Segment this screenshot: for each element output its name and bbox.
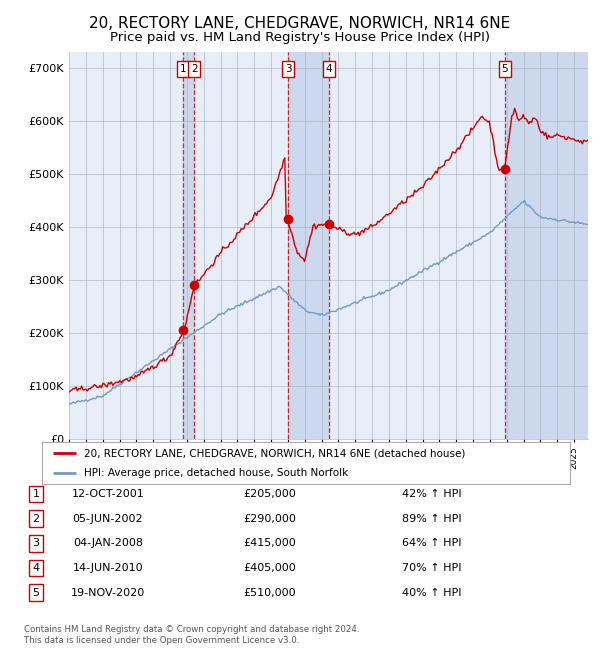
Text: 14-JUN-2010: 14-JUN-2010 — [73, 563, 143, 573]
Text: 20, RECTORY LANE, CHEDGRAVE, NORWICH, NR14 6NE (detached house): 20, RECTORY LANE, CHEDGRAVE, NORWICH, NR… — [84, 448, 466, 458]
Text: 89% ↑ HPI: 89% ↑ HPI — [402, 514, 461, 524]
Bar — [184, 52, 194, 439]
Text: Contains HM Land Registry data © Crown copyright and database right 2024.
This d: Contains HM Land Registry data © Crown c… — [24, 625, 359, 645]
Text: £405,000: £405,000 — [244, 563, 296, 573]
Text: 5: 5 — [32, 588, 40, 598]
Text: 05-JUN-2002: 05-JUN-2002 — [73, 514, 143, 524]
Text: 1: 1 — [180, 64, 187, 74]
Text: 70% ↑ HPI: 70% ↑ HPI — [402, 563, 461, 573]
Text: HPI: Average price, detached house, South Norfolk: HPI: Average price, detached house, Sout… — [84, 468, 349, 478]
Text: 5: 5 — [502, 64, 508, 74]
Text: 20, RECTORY LANE, CHEDGRAVE, NORWICH, NR14 6NE: 20, RECTORY LANE, CHEDGRAVE, NORWICH, NR… — [89, 16, 511, 31]
Text: £290,000: £290,000 — [244, 514, 296, 524]
Text: 4: 4 — [326, 64, 332, 74]
Text: 4: 4 — [32, 563, 40, 573]
Text: 12-OCT-2001: 12-OCT-2001 — [71, 489, 145, 499]
Text: £415,000: £415,000 — [244, 538, 296, 549]
Text: 19-NOV-2020: 19-NOV-2020 — [71, 588, 145, 598]
Bar — [288, 52, 329, 439]
Text: 40% ↑ HPI: 40% ↑ HPI — [402, 588, 461, 598]
Text: 2: 2 — [32, 514, 40, 524]
Text: 04-JAN-2008: 04-JAN-2008 — [73, 538, 143, 549]
Text: £205,000: £205,000 — [244, 489, 296, 499]
Text: 1: 1 — [32, 489, 40, 499]
Text: 2: 2 — [191, 64, 197, 74]
Text: Price paid vs. HM Land Registry's House Price Index (HPI): Price paid vs. HM Land Registry's House … — [110, 31, 490, 44]
Text: 64% ↑ HPI: 64% ↑ HPI — [402, 538, 461, 549]
Text: £510,000: £510,000 — [244, 588, 296, 598]
Text: 3: 3 — [32, 538, 40, 549]
Bar — [505, 52, 588, 439]
Text: 42% ↑ HPI: 42% ↑ HPI — [402, 489, 461, 499]
Text: 3: 3 — [285, 64, 292, 74]
